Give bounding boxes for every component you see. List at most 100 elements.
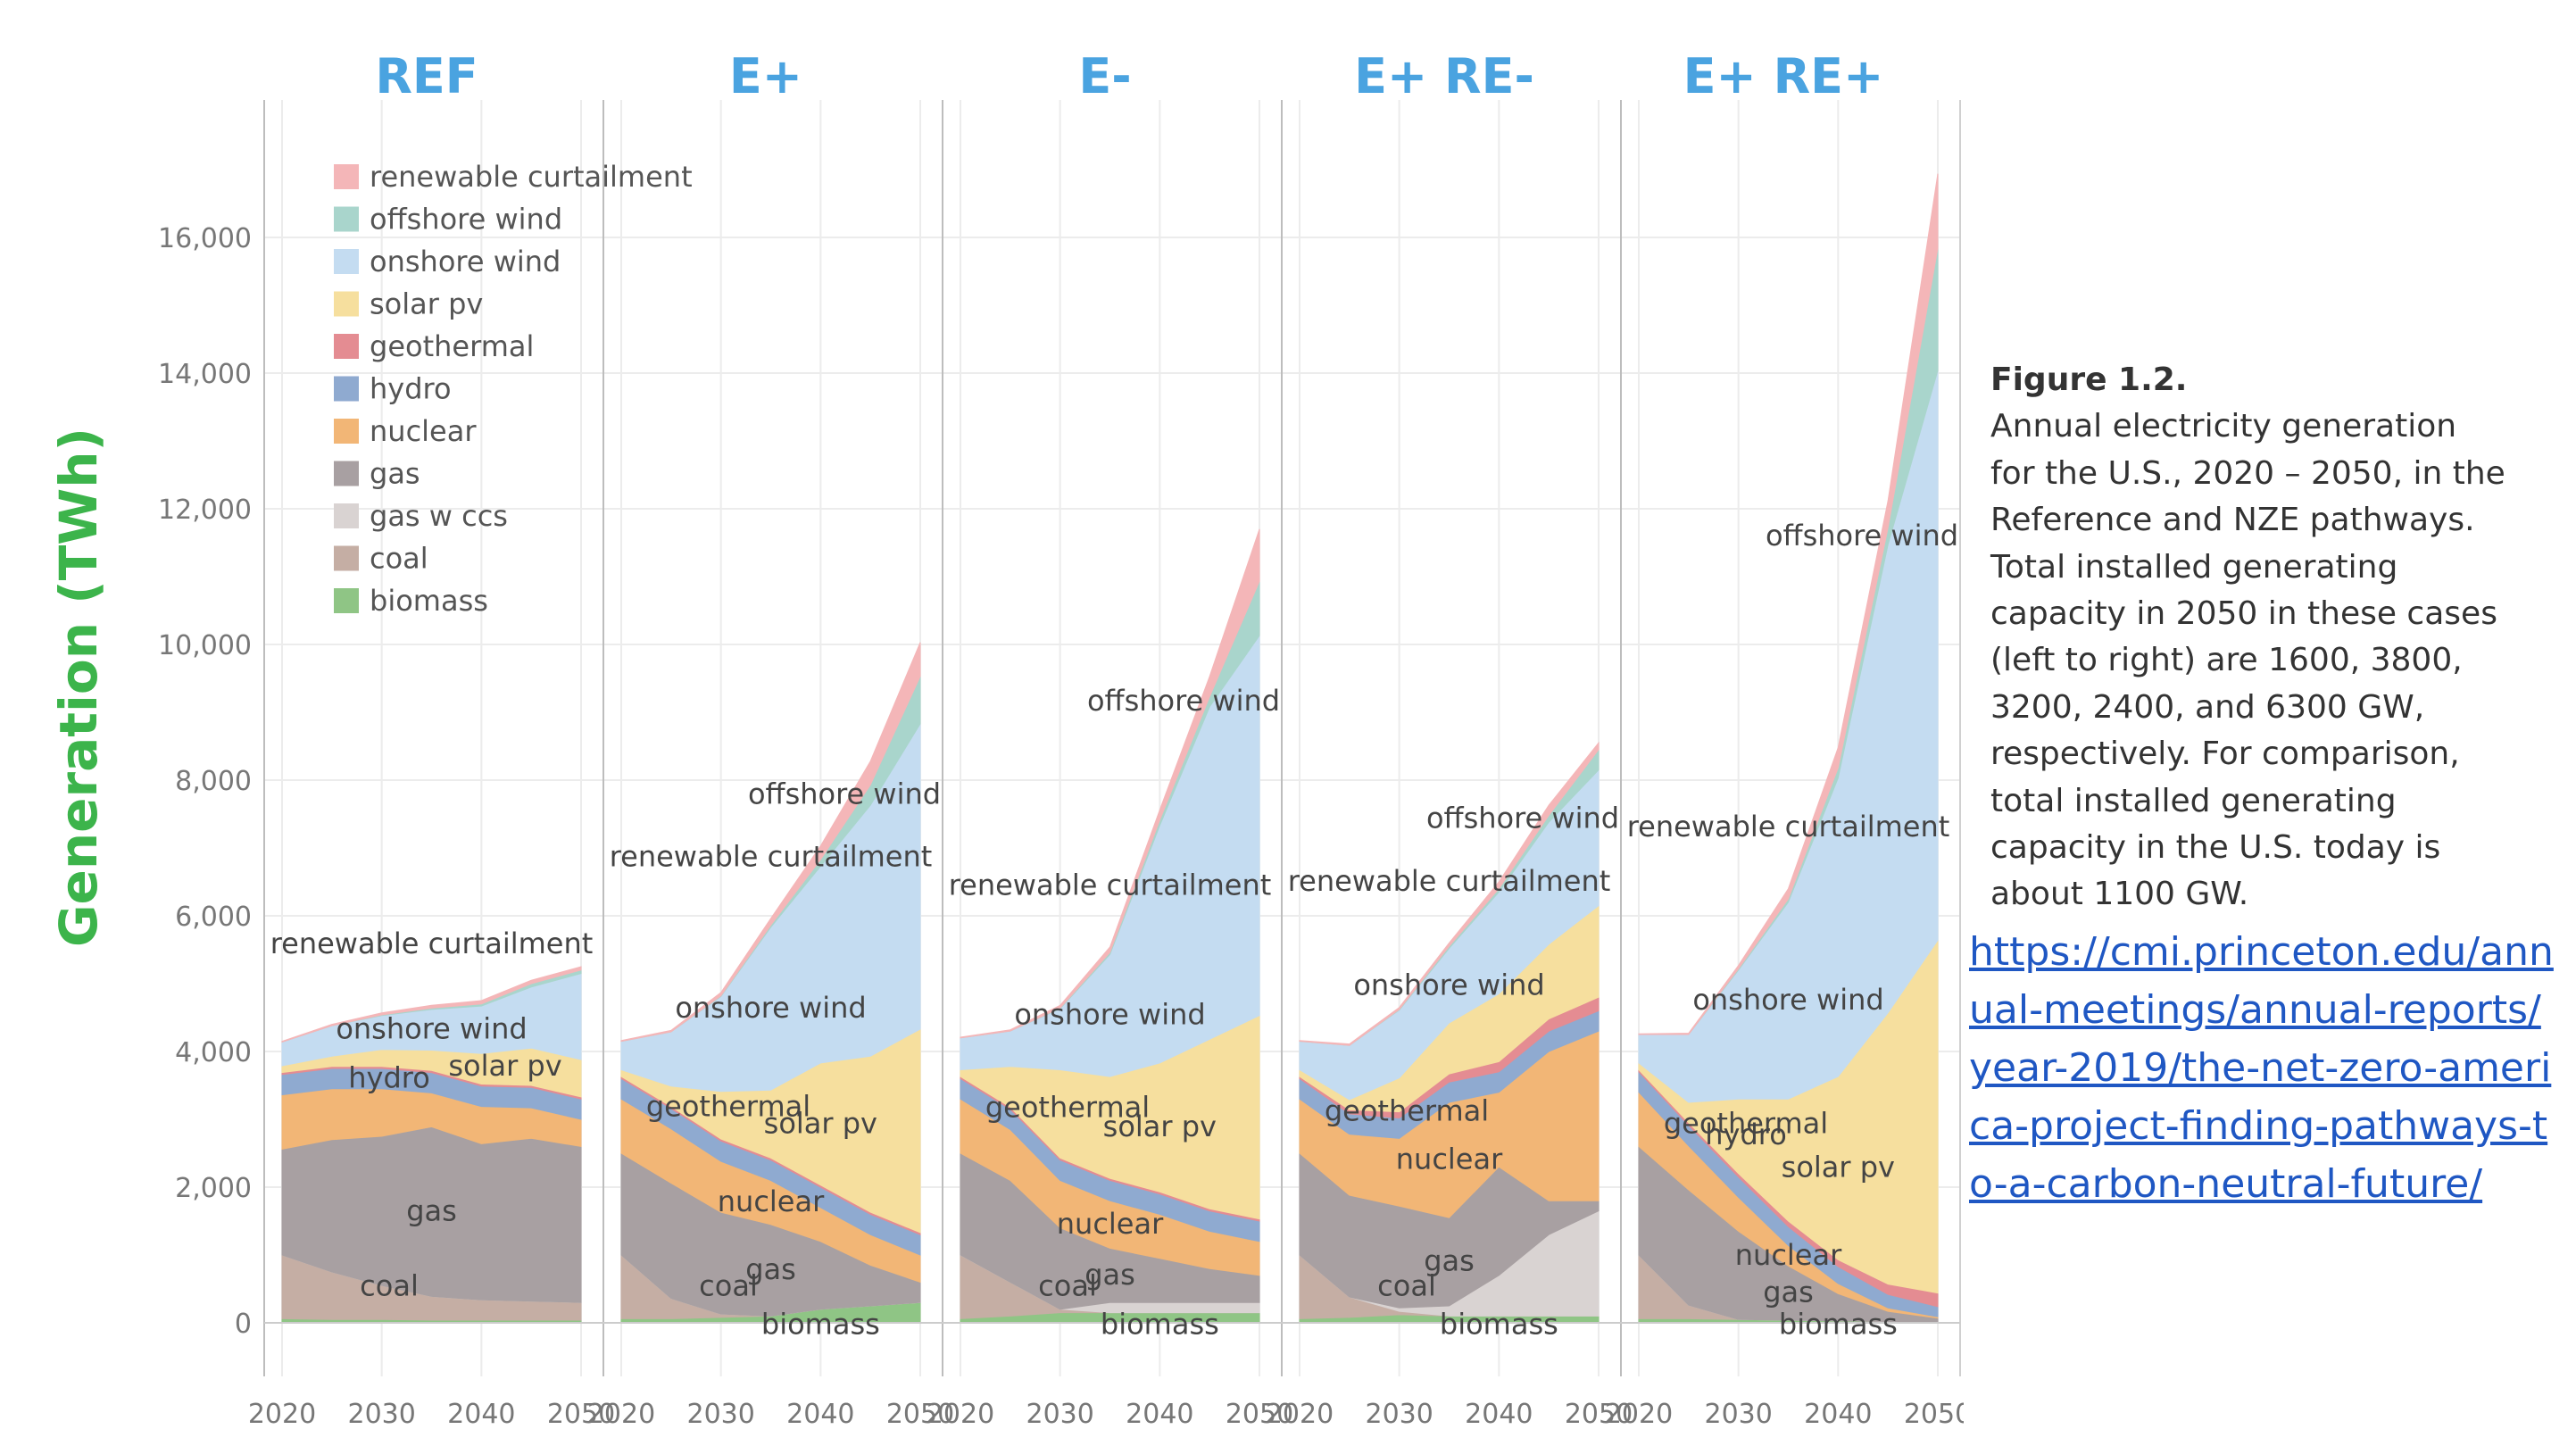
legend: renewable curtailment offshore wind onshor… bbox=[334, 160, 693, 618]
annotation-coal: coal bbox=[360, 1269, 419, 1303]
y-tick-label: 16,000 bbox=[158, 223, 252, 254]
annotation-renewable-curtailment: renewable curtailment bbox=[610, 840, 933, 874]
area-renewable-curtailment bbox=[281, 966, 582, 1043]
annotation-geothermal: geothermal bbox=[646, 1090, 810, 1124]
y-tick-label: 8,000 bbox=[175, 766, 252, 797]
annotation-onshore-wind: onshore wind bbox=[1692, 983, 1883, 1017]
panel-title: E- bbox=[1078, 48, 1131, 104]
area-renewable-curtailment bbox=[620, 642, 921, 1043]
x-tick-label: 2040 bbox=[447, 1399, 515, 1430]
legend-label: geothermal bbox=[370, 329, 534, 363]
x-tick-label: 2040 bbox=[1804, 1399, 1872, 1430]
x-tick-label: 2040 bbox=[1465, 1399, 1533, 1430]
annotation-biomass: biomass bbox=[761, 1307, 880, 1341]
annotation-coal: coal bbox=[699, 1269, 758, 1303]
panel-title: REF bbox=[375, 48, 478, 104]
legend-swatch bbox=[334, 419, 359, 444]
x-tick-label: 2030 bbox=[1704, 1399, 1772, 1430]
annotation-offshore-wind: offshore wind bbox=[1766, 519, 1958, 553]
figure-caption: Figure 1.2. Annual electricity generatio… bbox=[1990, 357, 2544, 918]
annotation-renewable-curtailment: renewable curtailment bbox=[270, 927, 594, 960]
annotation-geothermal: geothermal bbox=[1664, 1106, 1828, 1140]
x-tick-label: 2020 bbox=[587, 1399, 655, 1430]
legend-label: nuclear bbox=[370, 414, 477, 448]
annotation-nuclear: nuclear bbox=[1396, 1143, 1503, 1176]
figure-number: Figure 1.2. bbox=[1990, 362, 2188, 398]
x-tick-label: 2050 bbox=[547, 1399, 615, 1430]
y-tick-label: 6,000 bbox=[175, 902, 252, 933]
legend-swatch bbox=[334, 376, 359, 402]
annotation-renewable-curtailment: renewable curtailment bbox=[1288, 864, 1611, 898]
annotation-gas: gas bbox=[1084, 1258, 1135, 1292]
x-tick-label: 2040 bbox=[786, 1399, 854, 1430]
x-tick-label: 2050 bbox=[886, 1399, 954, 1430]
legend-label: offshore wind bbox=[370, 203, 562, 237]
reference-link[interactable]: https://cmi.princeton.edu/annual-meeting… bbox=[1969, 929, 2554, 1207]
figure-description: Annual electricity generation for the U.… bbox=[1990, 408, 2505, 913]
annotation-solar-pv: solar pv bbox=[1782, 1151, 1895, 1184]
legend-swatch bbox=[334, 588, 359, 613]
y-tick-label: 0 bbox=[235, 1309, 252, 1340]
y-tick-label: 12,000 bbox=[158, 494, 252, 526]
annotation-geothermal: geothermal bbox=[1325, 1094, 1489, 1128]
legend-swatch bbox=[334, 545, 359, 571]
annotation-onshore-wind: onshore wind bbox=[1014, 998, 1205, 1032]
annotation-nuclear: nuclear bbox=[1735, 1238, 1842, 1272]
x-tick-label: 2050 bbox=[1565, 1399, 1633, 1430]
x-tick-label: 2020 bbox=[927, 1399, 994, 1430]
x-tick-label: 2030 bbox=[1026, 1399, 1093, 1430]
annotation-biomass: biomass bbox=[1440, 1307, 1558, 1341]
x-tick-label: 2020 bbox=[1605, 1399, 1673, 1430]
legend-swatch bbox=[334, 461, 359, 486]
x-tick-label: 2030 bbox=[347, 1399, 415, 1430]
annotation-gas: gas bbox=[745, 1252, 796, 1286]
annotation-nuclear: nuclear bbox=[718, 1184, 825, 1218]
annotation-coal: coal bbox=[1377, 1269, 1436, 1303]
annotation-offshore-wind: offshore wind bbox=[1087, 684, 1280, 718]
x-tick-label: 2030 bbox=[686, 1399, 754, 1430]
annotation-nuclear: nuclear bbox=[1057, 1207, 1164, 1241]
legend-swatch bbox=[334, 334, 359, 359]
x-tick-label: 2020 bbox=[248, 1399, 316, 1430]
y-tick-label: 2,000 bbox=[175, 1173, 252, 1204]
panel-title: E+ RE- bbox=[1354, 48, 1534, 104]
annotation-offshore-wind: offshore wind bbox=[1426, 801, 1619, 835]
x-tick-label: 2040 bbox=[1126, 1399, 1193, 1430]
annotation-geothermal: geothermal bbox=[985, 1090, 1150, 1124]
legend-label: gas w ccs bbox=[370, 499, 508, 533]
annotation-gas: gas bbox=[406, 1193, 457, 1227]
annotation-onshore-wind: onshore wind bbox=[675, 991, 866, 1025]
annotation-biomass: biomass bbox=[1101, 1307, 1219, 1341]
panel-title: E+ bbox=[729, 48, 802, 104]
legend-label: biomass bbox=[370, 584, 488, 618]
annotation-solar-pv: solar pv bbox=[764, 1106, 877, 1140]
y-tick-label: 14,000 bbox=[158, 359, 252, 390]
x-tick-label: 2020 bbox=[1266, 1399, 1334, 1430]
generation-chart: Generation (TWh) 0 2,000 4,000 6,000 8,000 10… bbox=[48, 48, 1964, 1430]
legend-swatch bbox=[334, 164, 359, 189]
annotation-solar-pv: solar pv bbox=[1103, 1109, 1217, 1143]
legend-swatch bbox=[334, 249, 359, 274]
annotation-hydro: hydro bbox=[1705, 1118, 1787, 1151]
legend-swatch bbox=[334, 291, 359, 317]
area-series bbox=[281, 173, 1939, 1324]
annotation-renewable-curtailment: renewable curtailment bbox=[1627, 810, 1950, 844]
legend-label: hydro bbox=[370, 372, 452, 406]
panel-title: E+ RE+ bbox=[1683, 48, 1884, 104]
annotation-renewable-curtailment: renewable curtailment bbox=[949, 868, 1272, 902]
annotation-hydro: hydro bbox=[348, 1060, 430, 1094]
legend-label: coal bbox=[370, 542, 428, 576]
x-tick-label: 2050 bbox=[1226, 1399, 1293, 1430]
y-tick-label: 10,000 bbox=[158, 630, 252, 661]
annotation-onshore-wind: onshore wind bbox=[336, 1012, 527, 1046]
area-renewable-curtailment bbox=[1638, 173, 1939, 1035]
annotation-gas: gas bbox=[1763, 1276, 1814, 1309]
area-renewable-curtailment bbox=[1299, 741, 1600, 1046]
x-tick-label: 2050 bbox=[1904, 1399, 1964, 1430]
legend-label: solar pv bbox=[370, 287, 483, 321]
annotation-onshore-wind: onshore wind bbox=[1353, 968, 1544, 1001]
legend-swatch bbox=[334, 503, 359, 528]
annotation-solar-pv: solar pv bbox=[448, 1049, 561, 1083]
annotation-offshore-wind: offshore wind bbox=[748, 777, 941, 811]
